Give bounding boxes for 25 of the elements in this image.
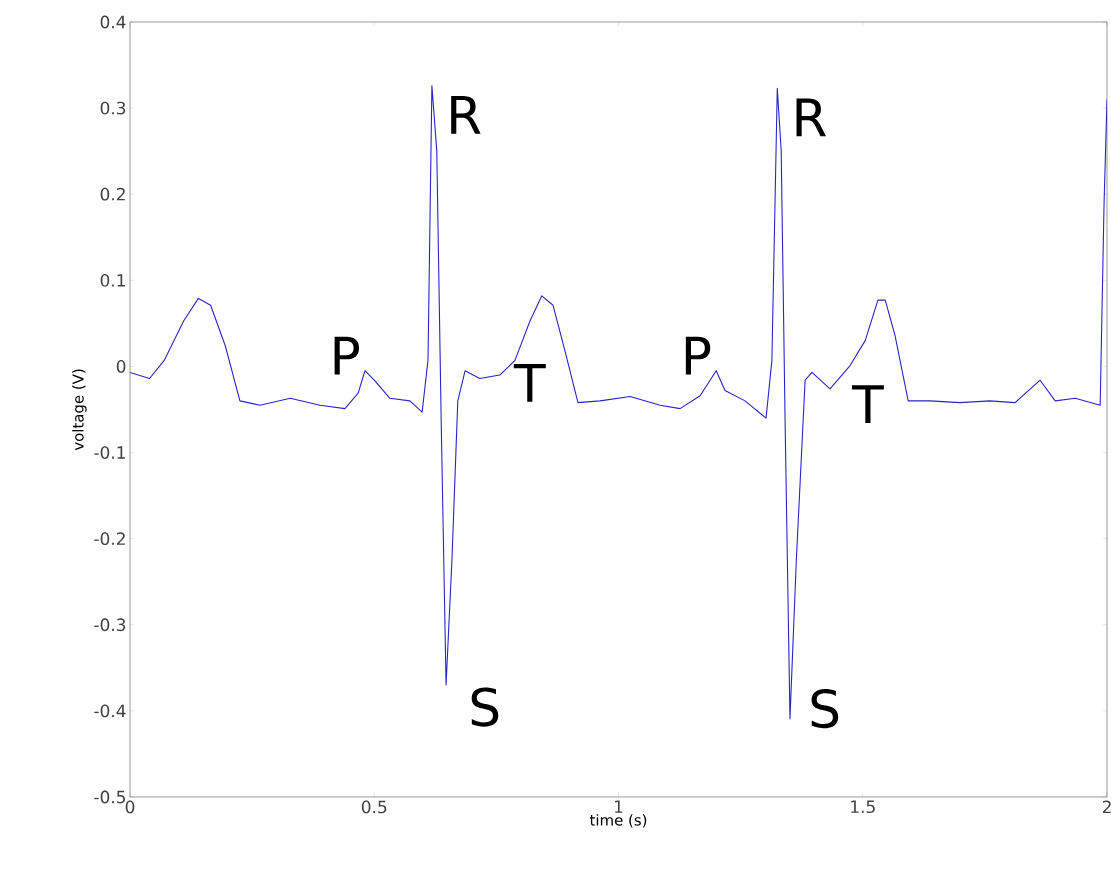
annotation: R <box>451 95 481 134</box>
annotation: S <box>471 687 499 727</box>
x-tick-label: 2 <box>1102 800 1111 814</box>
y-tick-label: -0.5 <box>94 790 126 804</box>
y-tick-label: 0.4 <box>100 15 126 29</box>
y-tick-label: -0.1 <box>94 446 125 459</box>
annotation: P <box>685 336 711 375</box>
y-tick-label: -0.4 <box>94 704 126 718</box>
y-tick-label: -0.2 <box>94 532 125 546</box>
y-tick-label: 0.2 <box>100 187 125 201</box>
x-axis-title: time (s) <box>589 814 647 828</box>
annotation: S <box>811 689 839 729</box>
y-tick-label: 0.1 <box>100 273 125 287</box>
x-tick-label: 0 <box>125 800 135 814</box>
x-tick-label: 0.5 <box>361 800 387 814</box>
y-tick-label: 0.3 <box>100 101 126 115</box>
annotation: R <box>796 98 826 137</box>
x-tick-label: 1.5 <box>851 800 875 814</box>
y-axis-title: voltage (V) <box>72 369 87 451</box>
annotation: T <box>851 385 884 424</box>
y-tick-label: 0 <box>116 360 126 373</box>
y-tick-label: -0.3 <box>94 618 126 632</box>
x-tick-label: 1 <box>614 800 623 813</box>
annotation: P <box>334 336 360 375</box>
annotation: T <box>513 364 546 402</box>
